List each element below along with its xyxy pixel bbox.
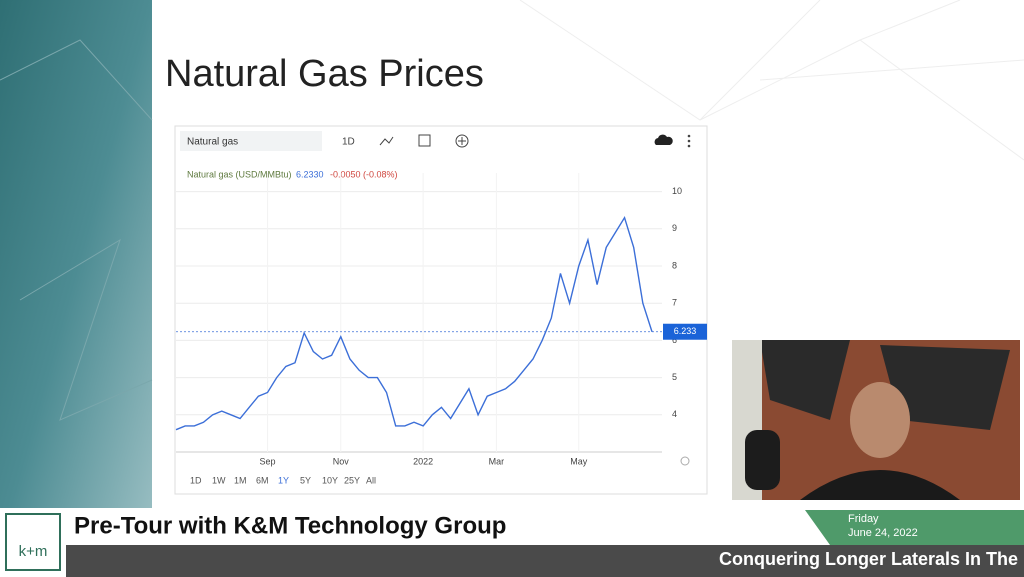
x-tick-label: May [570, 456, 588, 466]
date-text: June 24, 2022 [848, 527, 918, 539]
y-tick-label: 9 [672, 223, 677, 233]
range-button[interactable]: 6M [256, 475, 269, 485]
chart-subtitle: Natural gas (USD/MMBtu) [187, 169, 292, 179]
webcam-person-head [850, 382, 910, 458]
ticker-text: Conquering Longer Laterals In The [719, 549, 1018, 569]
chart-type-icon[interactable] [379, 136, 394, 146]
y-tick-label: 7 [672, 298, 677, 308]
date-day: Friday [848, 513, 879, 525]
slide-title: Natural Gas Prices [165, 53, 484, 95]
range-buttons: 1D 1W 1M 6M 1Y 5Y 10Y 25Y All [190, 475, 376, 485]
y-tick-label: 4 [672, 409, 677, 419]
compare-icon[interactable] [455, 134, 469, 148]
logo-text: k+m [19, 543, 48, 560]
download-icon[interactable] [654, 134, 673, 145]
range-button[interactable]: 1M [234, 475, 247, 485]
range-button[interactable]: 25Y [344, 475, 360, 485]
range-button[interactable]: All [366, 475, 376, 485]
ticker-bar [66, 545, 1024, 577]
x-tick-label: Mar [489, 456, 505, 466]
search-box[interactable] [180, 131, 322, 151]
quote-change: -0.0050 (-0.08%) [330, 169, 398, 179]
search-text: Natural gas [187, 137, 238, 148]
y-tick-label: 5 [672, 372, 677, 382]
current-price-label: 6.233 [674, 326, 697, 336]
compare-plus [458, 137, 466, 145]
date-tag [805, 510, 1024, 545]
x-tick-label: Nov [333, 456, 350, 466]
y-tick-label: 8 [672, 260, 677, 270]
show-title: Pre-Tour with K&M Technology Group [74, 512, 506, 539]
current-price-box [663, 323, 707, 340]
chart-card [174, 125, 708, 495]
plot: 4 5 6 7 8 9 10 Sep Nov 2022 Mar May 6.233 [175, 173, 707, 466]
x-tick-label: 2022 [413, 456, 433, 466]
calendar-icon[interactable] [418, 134, 431, 147]
logo-box [5, 513, 61, 571]
webcam-panels [760, 340, 1010, 430]
price-line [175, 215, 653, 431]
webcam-mic [745, 430, 780, 490]
menu-icon[interactable] [687, 134, 691, 148]
range-button[interactable]: 10Y [322, 475, 338, 485]
quote-price: 6.2330 [296, 169, 324, 179]
x-tick-label: Sep [260, 456, 276, 466]
bg-lines [0, 0, 1024, 421]
range-button[interactable]: 1Y [278, 475, 289, 485]
settings-icon[interactable] [680, 456, 690, 466]
side-panel [0, 0, 152, 545]
range-button[interactable]: 1D [190, 475, 202, 485]
y-tick-label: 6 [672, 335, 677, 345]
interval-button[interactable]: 1D [342, 137, 355, 148]
y-tick-label: 10 [672, 186, 682, 196]
range-button[interactable]: 1W [212, 475, 226, 485]
webcam-person-body [800, 470, 960, 500]
range-button[interactable]: 5Y [300, 475, 311, 485]
